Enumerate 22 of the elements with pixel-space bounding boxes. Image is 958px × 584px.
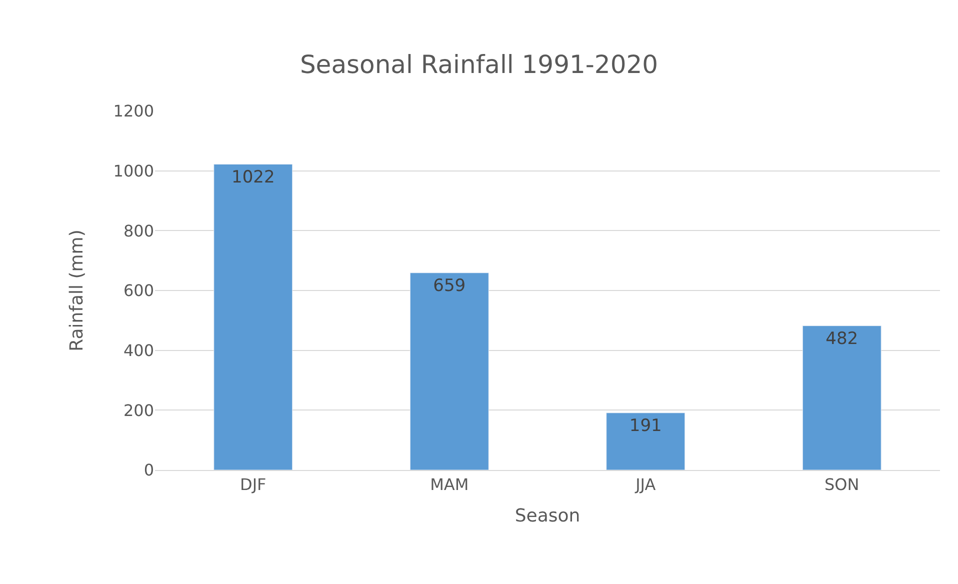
y-tick-label: 200: [123, 400, 154, 420]
x-tick-label: MAM: [430, 475, 469, 494]
y-tick-label: 0: [144, 460, 154, 480]
y-tick-label: 400: [123, 340, 154, 360]
x-tick-label: JJA: [634, 475, 656, 494]
bar: [802, 326, 882, 470]
x-axis-title: Season: [514, 505, 580, 526]
y-tick-label: 1000: [113, 161, 154, 180]
y-axis-title: Rainfall (mm): [66, 230, 88, 352]
y-tick-label: 800: [123, 221, 154, 240]
data-label: 191: [629, 416, 662, 436]
y-tick-label: 1200: [113, 102, 154, 121]
y-tick-label: 600: [123, 281, 154, 300]
x-tick-label: DJF: [240, 475, 266, 494]
bar: [410, 272, 489, 470]
x-tick-label: SON: [824, 475, 860, 494]
bar: [606, 412, 686, 470]
data-label: 1022: [231, 167, 275, 188]
data-label: 659: [433, 276, 466, 296]
chart-title: Seasonal Rainfall 1991-2020: [300, 50, 658, 79]
data-label: 482: [826, 328, 858, 349]
bar: [214, 164, 293, 470]
